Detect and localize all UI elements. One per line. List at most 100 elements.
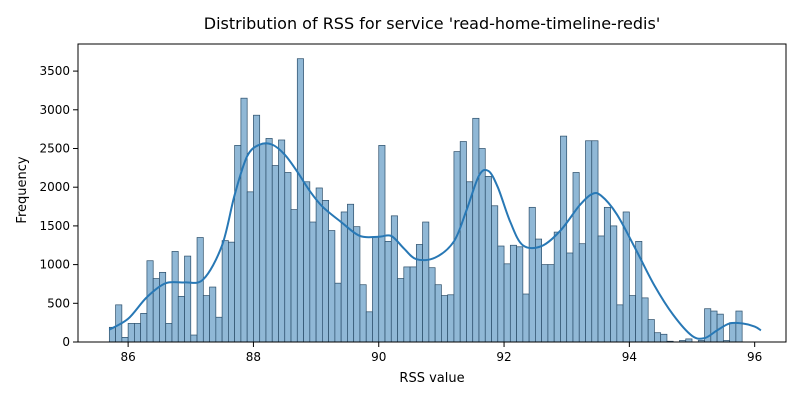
histogram-bar: [384, 241, 392, 343]
y-tick-label: 2500: [39, 141, 70, 155]
histogram-bar: [578, 243, 586, 343]
y-tick-label: 500: [47, 296, 70, 310]
x-tick-label: 94: [622, 350, 637, 364]
histogram-bar: [165, 323, 173, 343]
histogram-bar: [290, 209, 298, 343]
x-tick-label: 90: [371, 350, 386, 364]
histogram-bar: [196, 237, 204, 343]
histogram-bar: [390, 215, 398, 343]
histogram-bar: [190, 334, 198, 343]
histogram-bar: [547, 264, 555, 343]
histogram-bar: [591, 140, 599, 343]
histogram-bar: [303, 181, 311, 343]
histogram-bar: [177, 295, 185, 343]
histogram-bar: [516, 246, 524, 343]
histogram-bar: [215, 316, 223, 343]
y-tick-label: 3500: [39, 64, 70, 78]
histogram-bar: [127, 323, 135, 343]
histogram-bar: [271, 165, 279, 343]
histogram-bar: [497, 245, 505, 343]
histogram-bar: [735, 310, 743, 343]
histogram-bar: [140, 313, 148, 343]
y-axis-label: Frequency: [15, 156, 30, 223]
histogram-bar: [209, 286, 217, 343]
histogram-bar: [202, 295, 210, 343]
y-tick-label: 2000: [39, 180, 70, 194]
histogram-bar: [647, 319, 655, 343]
histogram-bar: [253, 114, 261, 343]
histogram-bar: [184, 255, 192, 343]
histogram-bar: [372, 236, 380, 343]
y-axis: 0 500 1000 1500 2000 2500 3000 3500: [39, 64, 78, 349]
histogram-bar: [447, 294, 455, 343]
histogram-bar: [278, 139, 286, 343]
histogram-bar: [365, 311, 373, 343]
histogram-bar: [660, 333, 668, 343]
histogram-bar: [572, 172, 580, 343]
histogram-bar: [359, 284, 367, 343]
histogram-bar: [654, 332, 662, 343]
histogram-bar: [585, 140, 593, 343]
histogram-bar: [566, 252, 574, 343]
histogram-bar: [378, 145, 386, 343]
histogram-bar: [553, 231, 561, 343]
x-tick-label: 88: [246, 350, 261, 364]
histogram-bar: [347, 203, 355, 343]
histogram-bar: [603, 206, 611, 343]
histogram-bar: [246, 191, 254, 343]
histogram-bar: [296, 58, 304, 343]
kde-line: [108, 142, 762, 340]
histogram-bar: [629, 295, 636, 343]
x-tick-label: 92: [496, 350, 511, 364]
histogram-bar: [597, 235, 605, 343]
histogram-bar: [478, 148, 486, 343]
histogram-bar: [334, 282, 342, 343]
histogram-bar: [228, 241, 235, 343]
histogram-bar: [221, 240, 229, 343]
histogram-bar: [541, 264, 549, 343]
histogram-bar: [641, 297, 649, 343]
histogram-bar: [322, 200, 329, 343]
chart-title: Distribution of RSS for service 'read-ho…: [204, 14, 660, 33]
histogram-bar: [284, 172, 292, 343]
histogram-bar: [434, 284, 442, 343]
histogram-bar: [710, 310, 718, 343]
histogram-bar: [509, 244, 517, 343]
histogram-bar: [484, 176, 492, 343]
histogram-bar: [403, 266, 411, 343]
histogram-bar: [441, 295, 449, 343]
y-tick-label: 1000: [39, 258, 70, 272]
histogram-bar: [171, 251, 179, 343]
plot-frame: [77, 43, 787, 343]
histogram-bar: [610, 225, 618, 343]
histogram-bar: [491, 205, 499, 343]
histogram-bar: [503, 263, 511, 343]
histogram-bar: [428, 267, 436, 343]
histogram-bar: [240, 97, 248, 343]
histogram-bar: [422, 221, 430, 343]
histogram-bar: [535, 238, 542, 343]
histogram-bar: [146, 260, 154, 343]
histogram-bar: [134, 323, 142, 343]
histogram-bar: [409, 266, 417, 343]
histogram-bar: [397, 278, 405, 343]
histogram-bar: [472, 117, 480, 343]
bars-group: [108, 58, 743, 343]
histogram-bar: [259, 143, 267, 343]
y-tick-label: 3000: [39, 103, 70, 117]
x-axis: 86 88 90 92 94 96: [120, 342, 762, 364]
x-tick-label: 96: [747, 350, 762, 364]
histogram-bar: [265, 138, 273, 343]
histogram-bar: [353, 226, 361, 343]
histogram-bar: [328, 230, 336, 343]
x-axis-label: RSS value: [399, 371, 464, 386]
y-tick-label: 1500: [39, 219, 70, 233]
histogram-bar: [616, 304, 624, 343]
histogram-bar: [528, 206, 536, 343]
histogram-bar: [522, 293, 530, 343]
y-tick-label: 0: [62, 335, 70, 349]
histogram-bar: [729, 322, 737, 343]
histogram-bar: [560, 135, 568, 343]
histogram-bar: [309, 221, 317, 343]
